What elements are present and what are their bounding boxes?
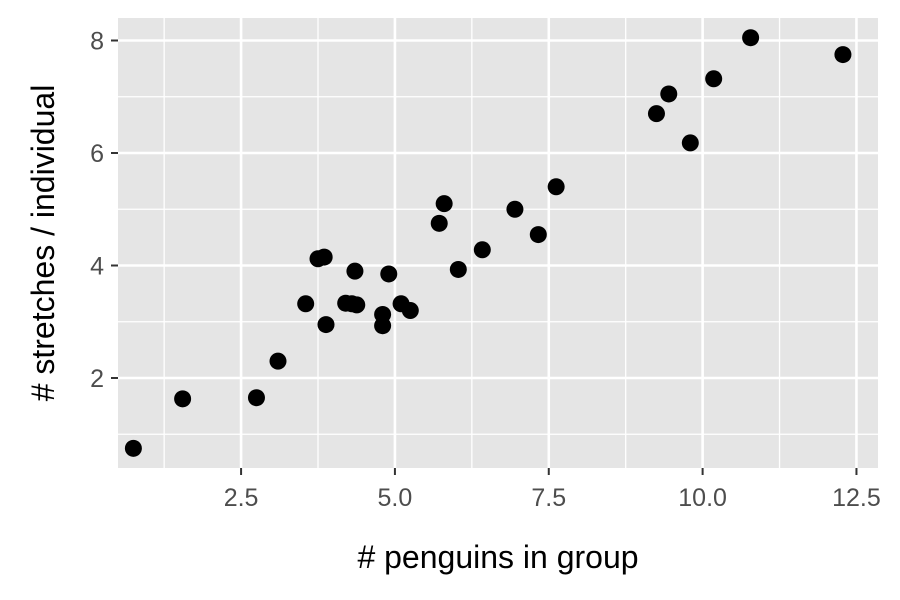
- data-point: [348, 296, 366, 314]
- plot-panel: [118, 18, 878, 468]
- y-axis-ticks: 2 4 6 8: [90, 28, 118, 393]
- data-point: [380, 265, 398, 283]
- data-point: [247, 389, 265, 407]
- data-point: [742, 29, 760, 47]
- data-point: [506, 200, 524, 218]
- major-gridlines: [118, 18, 878, 468]
- data-point: [374, 317, 392, 335]
- data-point: [124, 439, 142, 457]
- x-tick-label: 5.0: [378, 484, 413, 512]
- data-point: [401, 302, 419, 319]
- x-axis-title: # penguins in group: [357, 539, 638, 575]
- data-point: [647, 105, 665, 123]
- data-point: [705, 70, 723, 88]
- minor-gridlines: [118, 18, 878, 468]
- y-tick-label: 2: [90, 365, 104, 393]
- data-point: [317, 316, 335, 334]
- data-points: [124, 29, 852, 457]
- data-point: [174, 390, 192, 408]
- y-tick-label: 6: [90, 140, 104, 168]
- data-point: [269, 352, 287, 370]
- data-point: [435, 195, 453, 213]
- x-tick-label: 2.5: [224, 484, 259, 512]
- data-point: [449, 260, 467, 278]
- data-point: [297, 295, 315, 313]
- y-tick-label: 4: [90, 253, 104, 281]
- data-point: [315, 248, 333, 266]
- data-point: [660, 85, 678, 103]
- data-point: [834, 46, 852, 64]
- y-axis-title: # stretches / individual: [25, 85, 61, 402]
- data-point: [547, 178, 565, 196]
- data-point: [473, 241, 491, 259]
- data-point: [430, 214, 448, 232]
- x-tick-label: 12.5: [832, 484, 881, 512]
- data-point: [346, 262, 364, 280]
- data-point: [681, 134, 699, 152]
- x-tick-label: 7.5: [531, 484, 566, 512]
- data-point: [529, 226, 547, 244]
- x-tick-label: 10.0: [678, 484, 727, 512]
- x-axis-ticks: 2.5 5.0 7.5 10.0 12.5: [224, 468, 881, 512]
- y-tick-label: 8: [90, 28, 104, 56]
